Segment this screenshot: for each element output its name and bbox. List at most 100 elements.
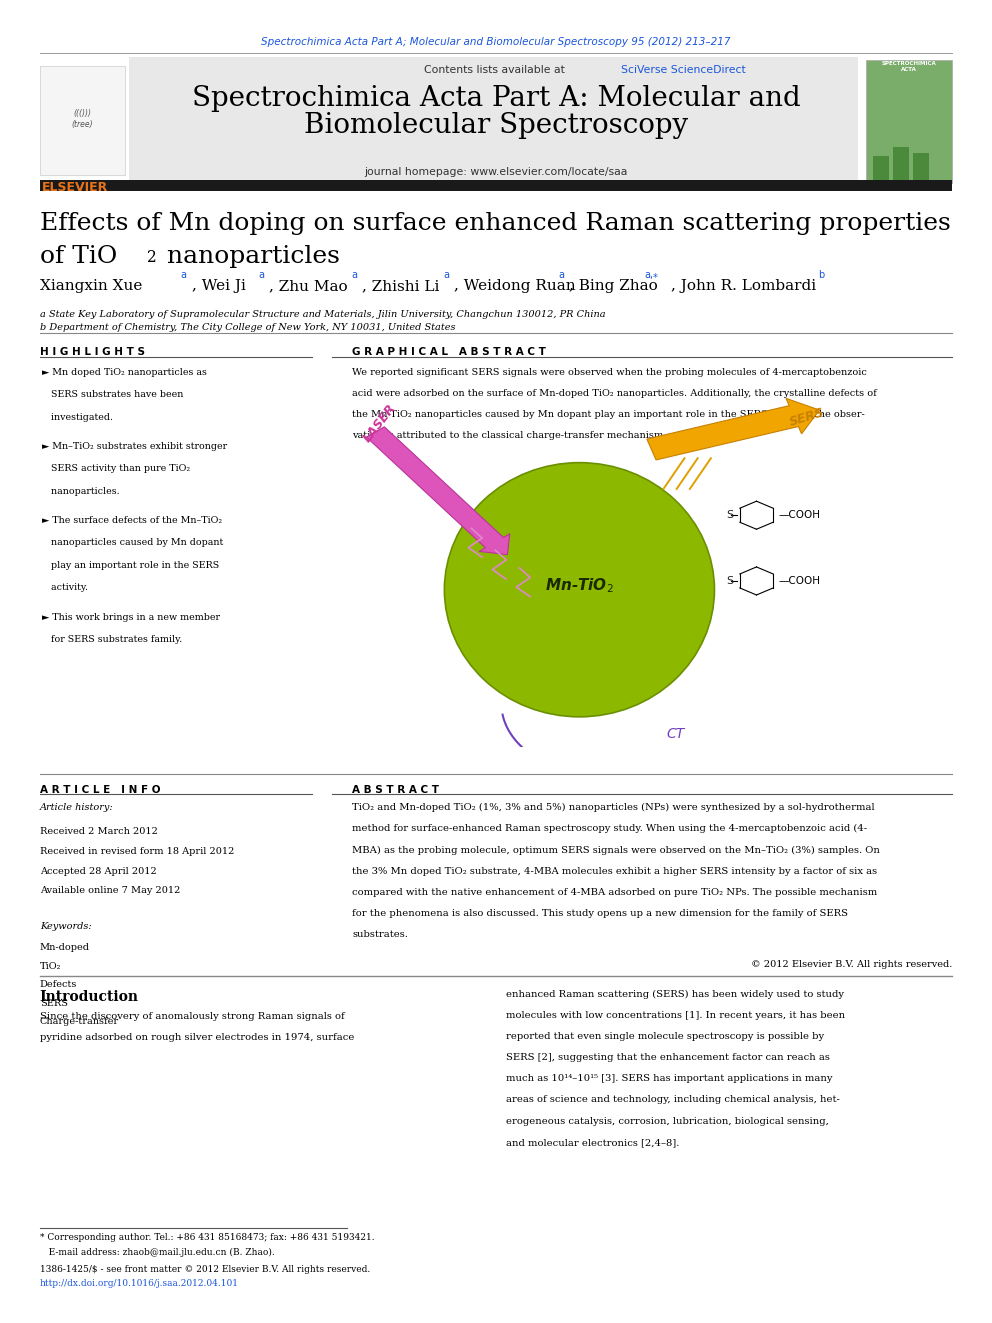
Text: , Zhu Mao: , Zhu Mao	[269, 279, 347, 294]
Bar	[913, 153, 929, 180]
Text: Defects: Defects	[40, 980, 77, 990]
Text: method for surface-enhanced Raman spectroscopy study. When using the 4-mercaptob: method for surface-enhanced Raman spectr…	[352, 824, 867, 833]
Text: areas of science and technology, including chemical analysis, het-: areas of science and technology, includi…	[506, 1095, 840, 1105]
Text: a: a	[258, 270, 264, 280]
Text: Xiangxin Xue: Xiangxin Xue	[40, 279, 142, 294]
Text: SciVerse ScienceDirect: SciVerse ScienceDirect	[621, 65, 746, 75]
Text: G R A P H I C A L   A B S T R A C T: G R A P H I C A L A B S T R A C T	[352, 347, 546, 357]
Text: a: a	[181, 270, 186, 280]
Text: vation is attributed to the classical charge-transfer mechanism.: vation is attributed to the classical ch…	[352, 431, 667, 441]
FancyArrow shape	[366, 427, 510, 554]
Text: H I G H L I G H T S: H I G H L I G H T S	[40, 347, 145, 357]
Text: ► Mn doped TiO₂ nanoparticles as: ► Mn doped TiO₂ nanoparticles as	[42, 368, 206, 377]
Text: a: a	[443, 270, 449, 280]
Text: SERS: SERS	[789, 406, 826, 429]
Text: http://dx.doi.org/10.1016/j.saa.2012.04.101: http://dx.doi.org/10.1016/j.saa.2012.04.…	[40, 1279, 239, 1289]
FancyArrow shape	[647, 398, 819, 460]
Text: compared with the native enhancement of 4-MBA adsorbed on pure TiO₂ NPs. The pos: compared with the native enhancement of …	[352, 888, 877, 897]
Ellipse shape	[444, 463, 714, 717]
Text: A B S T R A C T: A B S T R A C T	[352, 785, 439, 795]
Text: acid were adsorbed on the surface of Mn-doped TiO₂ nanoparticles. Additionally, : acid were adsorbed on the surface of Mn-…	[352, 389, 877, 398]
Text: Charge-transfer: Charge-transfer	[40, 1017, 119, 1027]
Text: Effects of Mn doping on surface enhanced Raman scattering properties: Effects of Mn doping on surface enhanced…	[40, 212, 950, 234]
Text: of TiO: of TiO	[40, 245, 117, 267]
Text: nanoparticles: nanoparticles	[159, 245, 339, 267]
Text: pyridine adsorbed on rough silver electrodes in 1974, surface: pyridine adsorbed on rough silver electr…	[40, 1033, 354, 1043]
Text: SPECTROCHIMICA
ACTA: SPECTROCHIMICA ACTA	[881, 61, 936, 71]
Text: the 3% Mn doped TiO₂ substrate, 4-MBA molecules exhibit a higher SERS intensity : the 3% Mn doped TiO₂ substrate, 4-MBA mo…	[352, 867, 877, 876]
Text: * Corresponding author. Tel.: +86 431 85168473; fax: +86 431 5193421.: * Corresponding author. Tel.: +86 431 85…	[40, 1233, 374, 1242]
Text: Mn-doped: Mn-doped	[40, 943, 89, 953]
Text: A R T I C L E   I N F O: A R T I C L E I N F O	[40, 785, 160, 795]
Text: 2: 2	[147, 249, 157, 266]
Text: SERS: SERS	[40, 999, 67, 1008]
Text: and molecular electronics [2,4–8].: and molecular electronics [2,4–8].	[506, 1138, 680, 1147]
Text: SERS substrates have been: SERS substrates have been	[42, 390, 184, 400]
Text: Contents lists available at: Contents lists available at	[424, 65, 568, 75]
Text: Spectrochimica Acta Part A: Molecular and: Spectrochimica Acta Part A: Molecular an…	[191, 85, 801, 111]
Text: ELSEVIER: ELSEVIER	[42, 181, 108, 194]
Text: reported that even single molecule spectroscopy is possible by: reported that even single molecule spect…	[506, 1032, 824, 1041]
Text: , Bing Zhao: , Bing Zhao	[569, 279, 658, 294]
Text: for the phenomena is also discussed. This study opens up a new dimension for the: for the phenomena is also discussed. Thi…	[352, 909, 848, 918]
Text: ((()))
(tree): ((())) (tree)	[71, 110, 93, 128]
Text: the Mn-TiO₂ nanoparticles caused by Mn dopant play an important role in the SERS: the Mn-TiO₂ nanoparticles caused by Mn d…	[352, 410, 865, 419]
Bar	[129, 57, 858, 183]
Text: E-mail address: zhaob@mail.jlu.edu.cn (B. Zhao).: E-mail address: zhaob@mail.jlu.edu.cn (B…	[40, 1248, 275, 1257]
Text: , Wei Ji: , Wei Ji	[192, 279, 246, 294]
Bar	[40, 180, 952, 191]
Text: b Department of Chemistry, The City College of New York, NY 10031, United States: b Department of Chemistry, The City Coll…	[40, 323, 455, 332]
Text: 1386-1425/$ - see front matter © 2012 Elsevier B.V. All rights reserved.: 1386-1425/$ - see front matter © 2012 El…	[40, 1265, 370, 1274]
Text: enhanced Raman scattering (SERS) has been widely used to study: enhanced Raman scattering (SERS) has bee…	[506, 990, 844, 999]
Text: a,⁎: a,⁎	[645, 270, 659, 280]
Text: a State Key Laboratory of Supramolecular Structure and Materials, Jilin Universi: a State Key Laboratory of Supramolecular…	[40, 310, 605, 319]
Text: LASER: LASER	[360, 402, 398, 445]
Text: Mn-TiO$_2$: Mn-TiO$_2$	[545, 576, 614, 595]
Text: investigated.: investigated.	[42, 413, 113, 422]
Text: SERS [2], suggesting that the enhancement factor can reach as: SERS [2], suggesting that the enhancemen…	[506, 1053, 829, 1062]
Text: nanoparticles caused by Mn dopant: nanoparticles caused by Mn dopant	[42, 538, 223, 548]
Text: , John R. Lombardi: , John R. Lombardi	[671, 279, 815, 294]
Text: Biomolecular Spectroscopy: Biomolecular Spectroscopy	[304, 112, 688, 139]
Text: Accepted 28 April 2012: Accepted 28 April 2012	[40, 867, 157, 876]
Text: substrates.: substrates.	[352, 930, 408, 939]
Text: CT: CT	[667, 726, 684, 741]
Bar	[40, 66, 125, 175]
Bar	[873, 156, 889, 180]
Text: , Weidong Ruan: , Weidong Ruan	[454, 279, 576, 294]
Text: We reported significant SERS signals were observed when the probing molecules of: We reported significant SERS signals wer…	[352, 368, 867, 377]
Text: Available online 7 May 2012: Available online 7 May 2012	[40, 886, 181, 896]
Text: © 2012 Elsevier B.V. All rights reserved.: © 2012 Elsevier B.V. All rights reserved…	[751, 960, 952, 970]
Text: erogeneous catalysis, corrosion, lubrication, biological sensing,: erogeneous catalysis, corrosion, lubrica…	[506, 1117, 828, 1126]
Text: Received 2 March 2012: Received 2 March 2012	[40, 827, 158, 836]
Text: S: S	[726, 576, 734, 586]
Text: nanoparticles.: nanoparticles.	[42, 487, 119, 496]
Text: a: a	[558, 270, 564, 280]
Text: Spectrochimica Acta Part A; Molecular and Biomolecular Spectroscopy 95 (2012) 21: Spectrochimica Acta Part A; Molecular an…	[261, 37, 731, 48]
Text: Article history:: Article history:	[40, 803, 113, 812]
Text: TiO₂: TiO₂	[40, 962, 62, 971]
Text: ► Mn–TiO₂ substrates exhibit stronger: ► Mn–TiO₂ substrates exhibit stronger	[42, 442, 227, 451]
Bar	[893, 147, 909, 180]
Text: molecules with low concentrations [1]. In recent years, it has been: molecules with low concentrations [1]. I…	[506, 1011, 845, 1020]
Text: for SERS substrates family.: for SERS substrates family.	[42, 635, 182, 644]
Text: Introduction: Introduction	[40, 990, 139, 1004]
Bar	[866, 60, 952, 183]
Text: a: a	[351, 270, 357, 280]
Text: TiO₂ and Mn-doped TiO₂ (1%, 3% and 5%) nanoparticles (NPs) were synthesized by a: TiO₂ and Mn-doped TiO₂ (1%, 3% and 5%) n…	[352, 803, 875, 812]
Text: ► This work brings in a new member: ► This work brings in a new member	[42, 613, 219, 622]
Text: , Zhishi Li: , Zhishi Li	[362, 279, 439, 294]
Text: journal homepage: www.elsevier.com/locate/saa: journal homepage: www.elsevier.com/locat…	[364, 167, 628, 177]
Text: MBA) as the probing molecule, optimum SERS signals were observed on the Mn–TiO₂ : MBA) as the probing molecule, optimum SE…	[352, 845, 880, 855]
Text: —COOH: —COOH	[779, 511, 820, 520]
Text: S: S	[726, 511, 734, 520]
Text: activity.: activity.	[42, 583, 87, 593]
Text: Since the discovery of anomalously strong Raman signals of: Since the discovery of anomalously stron…	[40, 1012, 344, 1021]
Text: SERS activity than pure TiO₂: SERS activity than pure TiO₂	[42, 464, 189, 474]
Text: Received in revised form 18 April 2012: Received in revised form 18 April 2012	[40, 847, 234, 856]
Text: —COOH: —COOH	[779, 576, 820, 586]
Text: b: b	[818, 270, 824, 280]
Text: Keywords:: Keywords:	[40, 922, 91, 931]
Text: ► The surface defects of the Mn–TiO₂: ► The surface defects of the Mn–TiO₂	[42, 516, 222, 525]
Text: play an important role in the SERS: play an important role in the SERS	[42, 561, 219, 570]
